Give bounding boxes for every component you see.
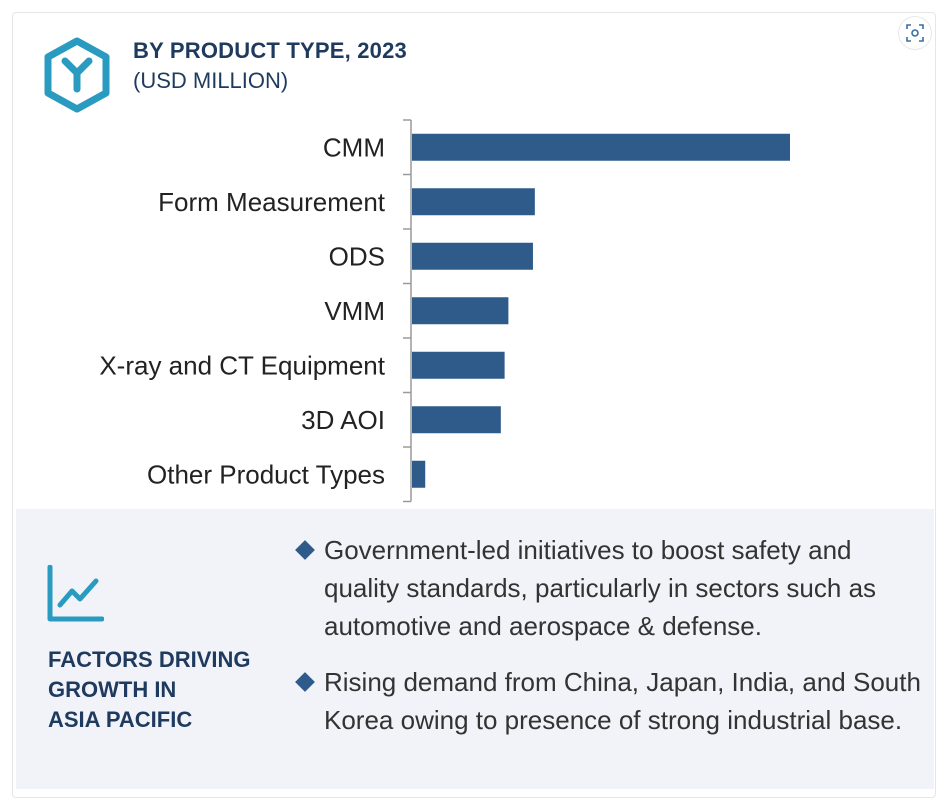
bar-ods xyxy=(412,242,533,270)
factor-bullet: Rising demand from China, Japan, India, … xyxy=(295,663,926,739)
diamond-bullet-icon xyxy=(295,540,315,560)
bar-vmm xyxy=(412,297,509,325)
factors-label: FACTORS DRIVING GROWTH IN ASIA PACIFIC xyxy=(48,645,288,735)
factors-label-line: ASIA PACIFIC xyxy=(48,707,193,732)
category-label: X-ray and CT Equipment xyxy=(99,350,385,380)
category-label: Other Product Types xyxy=(147,459,385,489)
bar-cmm xyxy=(412,133,790,161)
factors-label-line: FACTORS DRIVING xyxy=(48,647,251,672)
factors-panel: FACTORS DRIVING GROWTH IN ASIA PACIFIC G… xyxy=(16,509,934,789)
chart-subtitle: (USD MILLION) xyxy=(133,68,289,93)
scan-button[interactable] xyxy=(899,17,931,49)
scan-icon xyxy=(906,24,924,42)
bar-x-ray-and-ct-equipment xyxy=(412,351,505,379)
factor-bullet-text: Rising demand from China, Japan, India, … xyxy=(324,667,921,735)
category-label: Form Measurement xyxy=(158,187,386,217)
category-label: ODS xyxy=(329,241,385,271)
bar-other-product-types xyxy=(412,460,426,488)
chart-title: BY PRODUCT TYPE, 2023 xyxy=(133,38,407,63)
bar-3d-aoi xyxy=(412,406,501,434)
trend-chart-icon xyxy=(47,565,104,622)
diamond-bullet-icon xyxy=(295,672,315,692)
bar-form-measurement xyxy=(412,188,535,216)
factors-label-line: GROWTH IN xyxy=(48,677,177,702)
category-label: 3D AOI xyxy=(301,405,385,435)
chart-card: BY PRODUCT TYPE, 2023 (USD MILLION) CMM F… xyxy=(12,12,936,798)
bar-chart: CMM Form Measurement ODS VMM X-ray and CT Eq… xyxy=(99,119,790,503)
factor-bullet: Government-led initiatives to boost safe… xyxy=(295,531,926,645)
factor-bullet-text: Government-led initiatives to boost safe… xyxy=(324,535,877,641)
category-label: VMM xyxy=(324,296,385,326)
factors-bullet-list: Government-led initiatives to boost safe… xyxy=(295,531,926,757)
hexagon-y-icon xyxy=(44,37,110,113)
category-label: CMM xyxy=(323,132,385,162)
